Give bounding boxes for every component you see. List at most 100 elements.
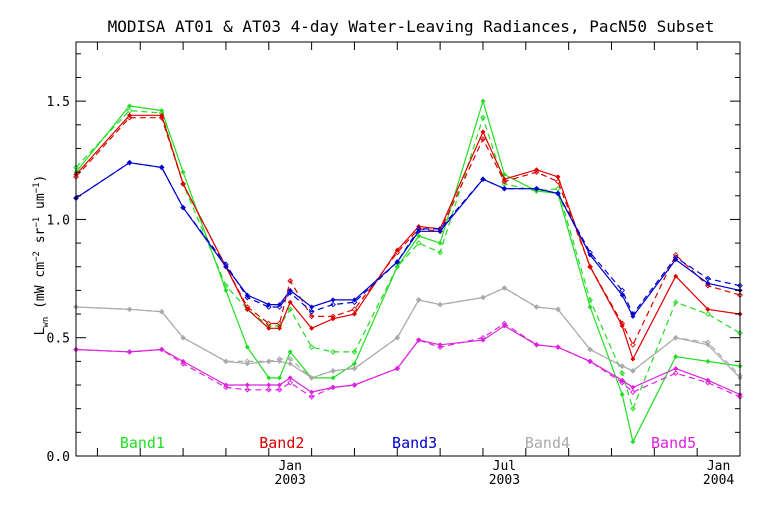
plot-frame [75, 41, 741, 457]
band4-dashed-point [587, 346, 593, 353]
band2-point [630, 356, 636, 362]
band2-point [266, 325, 272, 331]
band2-dashed-point [619, 320, 626, 327]
band2-point [309, 325, 315, 331]
band1-dashed-point [533, 188, 540, 194]
band2-dashed-point [480, 136, 486, 142]
ylabel-unit-3: um [33, 193, 48, 217]
band1-dashed-point [630, 405, 636, 412]
band5-point [287, 375, 293, 381]
band1-point [480, 98, 486, 104]
band5-point [244, 382, 250, 388]
band2-dashed-point [330, 313, 336, 320]
band1-point [287, 349, 293, 355]
band4-dashed-point [501, 285, 508, 291]
band1-point [127, 103, 133, 109]
ylabel-l: L [33, 327, 48, 335]
band2-point [555, 174, 561, 180]
band5-point [266, 382, 272, 388]
band1-dashed-point [480, 114, 486, 121]
band3-point [309, 304, 315, 310]
band1-dashed-point [619, 370, 626, 377]
band1-dashed-point [223, 282, 229, 289]
band5-dashed-point [351, 382, 358, 388]
band5-dashed-point [501, 320, 508, 327]
band5-dashed-point [308, 394, 315, 400]
band4-dashed-point [265, 358, 272, 365]
band1-point [351, 361, 357, 367]
band4-dashed-point [705, 339, 711, 346]
band1-dashed-point [415, 240, 422, 246]
band1-dashed-point [705, 311, 711, 317]
band3-point [619, 292, 625, 298]
band4-dashed-point [223, 358, 229, 365]
band1-point [266, 375, 272, 381]
band2-dashed-point [533, 169, 540, 175]
band4-solid-line [75, 287, 741, 379]
x-tick-label-year: 2004 [703, 473, 734, 488]
y-axis-label-text: Lwn (mW cm−2 sr−1 um−1) [32, 175, 51, 336]
y-tick-label: 1.0 [47, 213, 70, 228]
y-tick-label: 0.0 [47, 450, 70, 465]
band2-dashed-point [351, 306, 358, 313]
ylabel-sup-3: −1 [32, 182, 42, 193]
band5-dashed-point [244, 386, 251, 393]
band2-point [673, 273, 679, 279]
band1-dashed-point [351, 349, 358, 355]
band1-dashed-point [126, 107, 133, 114]
band1-point [244, 344, 250, 350]
band5-point [673, 365, 679, 371]
band5-dashed-point [630, 389, 636, 395]
band5-dashed-point [276, 386, 283, 393]
band5-dashed-point [619, 379, 626, 386]
band2-dashed-point [287, 278, 294, 284]
band1-dashed-point [672, 299, 679, 306]
band2-point [480, 129, 486, 135]
legend-band2: Band2 [259, 434, 304, 452]
band1-solid-line [75, 98, 741, 444]
band5-dashed-point [287, 379, 294, 386]
band3-dashed-point [158, 164, 165, 171]
y-tick-label: 0.5 [47, 332, 70, 347]
band1-dashed-point [330, 349, 336, 355]
band4-dashed-point [555, 306, 561, 313]
band1-dashed-point [587, 297, 593, 303]
ylabel-close: ) [33, 175, 48, 183]
band1-dashed-point [394, 263, 401, 270]
band3-dashed-point [244, 294, 251, 301]
band2-point [705, 306, 711, 312]
band4-dashed-point [619, 363, 626, 369]
band4-dashed-point [244, 358, 251, 365]
band4-point [287, 361, 293, 367]
band3-dashed-point [223, 261, 229, 268]
ylabel-sup-1: −2 [32, 251, 42, 262]
band5-dashed-point [180, 360, 186, 367]
band5-dashed-point [126, 349, 133, 355]
band1-point [673, 354, 679, 360]
band5-dashed-point [330, 384, 336, 391]
band3-dashed-point [630, 311, 636, 317]
band5-solid-line [75, 325, 741, 396]
band4-dashed-point [672, 334, 679, 341]
band4-dashed-point [351, 365, 358, 372]
band5-dashed-point [480, 334, 486, 341]
legend-band3: Band3 [392, 434, 437, 452]
band4-dashed-point [415, 297, 422, 303]
band5-dashed-line [75, 322, 741, 398]
band4-dashed-point [533, 304, 540, 310]
band5-point [276, 382, 282, 388]
band3-dashed-point [265, 304, 272, 310]
band5-point [630, 384, 636, 390]
band1-point [223, 287, 229, 293]
y-axis-label: Lwn (mW cm−2 sr−1 um−1) [32, 175, 51, 336]
band3-dashed-point [619, 287, 626, 294]
ylabel-sub: wn [41, 317, 51, 328]
band3-dashed-point [437, 226, 443, 232]
band2-dashed-point [501, 178, 508, 185]
band2-dashed-point [705, 282, 711, 289]
band1-point [437, 240, 443, 246]
band2-dashed-point [126, 114, 133, 121]
band4-dashed-point [394, 334, 401, 341]
